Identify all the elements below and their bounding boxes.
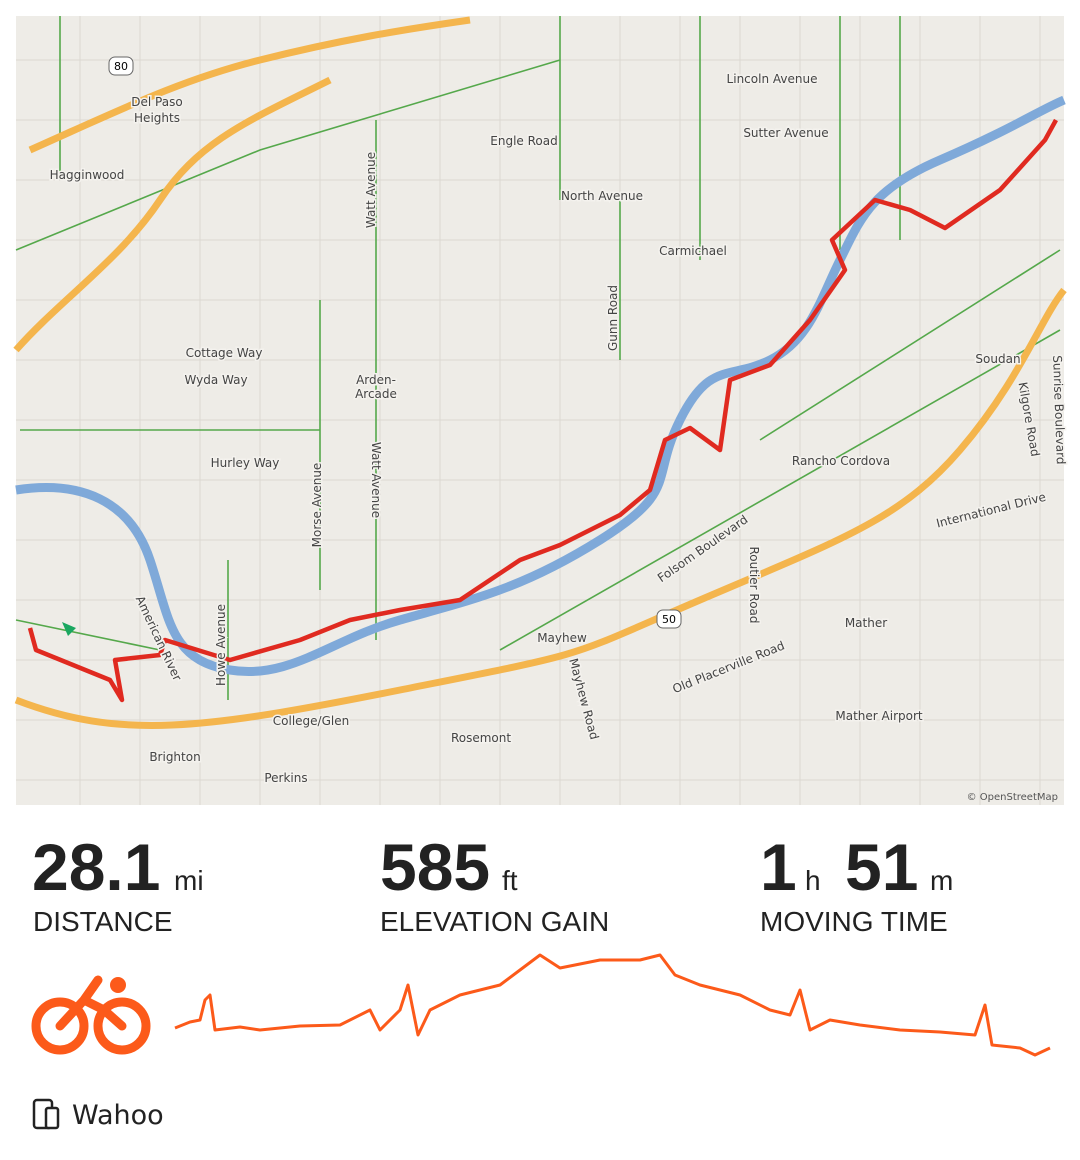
device-icon (32, 1098, 60, 1130)
map-label: North Avenue (561, 189, 643, 203)
map-label: Morse Avenue (310, 463, 324, 548)
map-label: Mather Airport (835, 709, 923, 723)
map-label: Mayhew (537, 631, 587, 645)
map-bg (16, 16, 1064, 805)
stat-label: ELEVATION GAIN (380, 906, 609, 937)
elevation-profile (174, 953, 1051, 1057)
map-label: Rosemont (451, 731, 511, 745)
shield (656, 609, 682, 629)
stat-value: 28.1 (32, 830, 160, 904)
map-label: Arcade (355, 387, 397, 401)
map-label: Howe Avenue (214, 604, 228, 686)
shield-label: 80 (114, 60, 128, 73)
stat-unit: ft (502, 865, 518, 896)
attribution: © OpenStreetMap (967, 792, 1058, 803)
map-label: Routier Road (747, 546, 761, 623)
map-label: Watt Avenue (369, 442, 383, 518)
map-label: Wyda Way (184, 373, 247, 387)
map-label: Gunn Road (606, 285, 620, 351)
map-label: Watt Avenue (364, 152, 378, 228)
cyclist-icon (31, 975, 151, 1055)
stat-value: 51 (845, 830, 918, 904)
stat-unit: m (930, 865, 953, 896)
shield (108, 56, 134, 76)
bike-lanes (15, 16, 1061, 700)
shields: 80 50 (108, 56, 682, 629)
map-label: Rancho Cordova (792, 454, 890, 468)
map-label: Carmichael (659, 244, 727, 258)
start-marker (62, 622, 76, 636)
stat-value: 585 (380, 830, 490, 904)
freeway-50 (14, 287, 1067, 729)
map-label: Hagginwood (50, 168, 125, 182)
map-label: Arden- (356, 373, 396, 387)
map-label: Hurley Way (211, 456, 280, 470)
device-name: Wahoo (72, 1100, 164, 1131)
stat-unit: h (805, 865, 821, 896)
river (15, 95, 1066, 676)
map-label: Sunrise Boulevard (1050, 355, 1068, 465)
map-label: Mather (845, 616, 887, 630)
route (27, 118, 1058, 703)
stat-label: DISTANCE (33, 906, 173, 937)
stat-value: 1 (760, 830, 797, 904)
map-label: Lincoln Avenue (727, 72, 818, 86)
shield-label: 50 (662, 613, 676, 626)
stat-unit: mi (174, 865, 204, 896)
map-label: Heights (134, 111, 180, 125)
map-label: Perkins (264, 771, 307, 785)
map-label: Cottage Way (186, 346, 263, 360)
map: 80 50 Del Paso Heights Hagginwood Engle … (13, 16, 1069, 805)
map-label: College/Glen (273, 714, 349, 728)
map-label: Engle Road (490, 134, 557, 148)
map-label: Sutter Avenue (743, 126, 828, 140)
map-label: Brighton (149, 750, 200, 764)
stats: 28.1 mi DISTANCE 585 ft ELEVATION GAIN 1… (32, 830, 953, 937)
stat-label: MOVING TIME (760, 906, 948, 937)
freeway-80 (13, 16, 471, 353)
map-label: Del Paso (131, 95, 182, 109)
map-label: Soudan (975, 352, 1020, 366)
